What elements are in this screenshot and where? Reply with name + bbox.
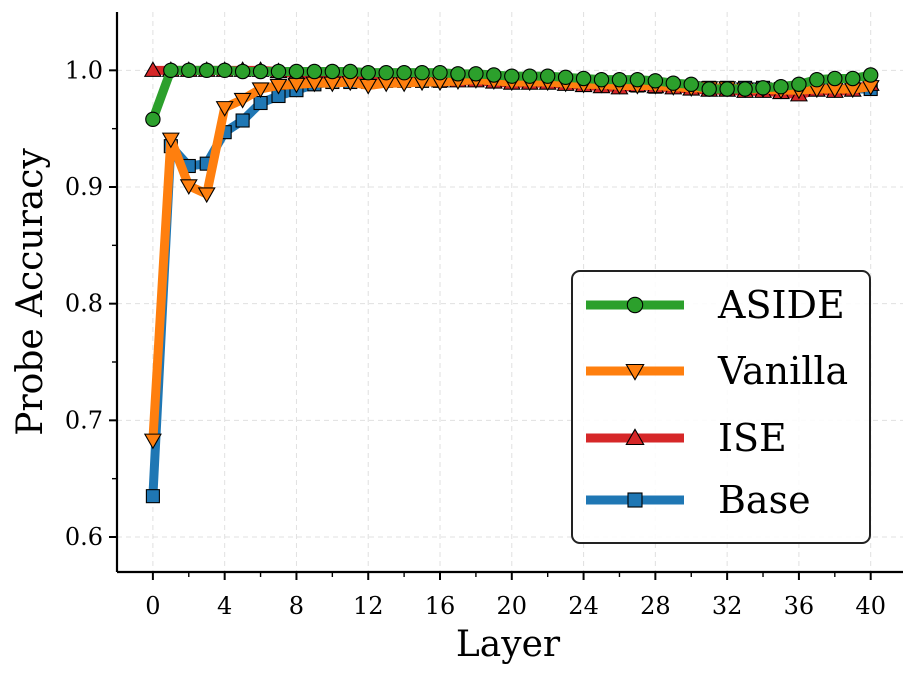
data-point-base [145,489,160,504]
data-point-aside [145,111,161,128]
legend-marker [626,296,644,314]
data-point-aside [163,62,179,79]
data-point-aside [270,63,287,80]
data-point-vanilla [161,132,180,149]
data-point-aside [575,70,592,87]
data-point-aside [181,62,197,79]
data-point-aside [396,64,412,81]
data-point-aside [486,67,502,83]
legend-marker [625,363,645,381]
data-point-vanilla [143,433,162,450]
data-point-aside [755,80,771,96]
y-tick-label: 0.7 [65,406,103,434]
data-point-aside [737,81,753,97]
data-point-aside [539,68,556,84]
data-point-base [253,95,268,111]
legend-frame [571,270,871,544]
x-tick-label: 4 [217,592,232,620]
data-point-vanilla [233,92,252,109]
data-point-aside [252,63,269,80]
data-point-vanilla [215,101,234,117]
data-point-vanilla [197,187,216,204]
x-tick-label: 28 [640,592,671,620]
legend-item-base: Base [586,478,811,522]
y-tick-label: 0.8 [65,290,103,318]
legend: ASIDE Vanilla ISE Base [571,270,871,544]
data-point-aside [683,76,699,93]
data-point-aside [432,64,448,81]
data-point-vanilla [179,179,198,196]
ticks: 0 4 8 12 16 20 24 28 32 36 40 0.6 0.7 0.8 0.9 1.0 [65,56,886,620]
x-tick-label: 12 [353,592,384,620]
data-point-aside [234,63,251,80]
x-tick-label: 8 [289,592,304,620]
data-point-vanilla [251,82,270,99]
data-point-ise [143,61,162,77]
legend-label: ASIDE [717,283,845,327]
data-point-vanilla [269,78,288,95]
data-point-aside [665,75,682,91]
data-point-aside [791,76,807,93]
data-point-base [235,113,250,128]
data-point-aside [827,70,843,87]
legend-item-aside: ASIDE [586,283,845,327]
y-tick-label: 0.6 [65,523,103,551]
data-point-aside [719,81,735,97]
data-point-aside [360,64,376,81]
data-point-aside [342,63,358,80]
data-point-aside [504,68,520,84]
legend-label: Vanilla [717,349,848,393]
data-point-aside [845,70,861,87]
legend-label: ISE [718,416,787,460]
data-point-aside [306,63,323,80]
data-point-aside [862,67,879,83]
data-point-aside [414,64,430,81]
data-point-aside [288,63,305,80]
data-point-aside [450,66,466,82]
legend-marker [627,492,643,508]
legend-item-vanilla: Vanilla [586,349,848,393]
data-point-aside [324,63,341,80]
data-point-aside [557,69,574,86]
data-point-aside [647,73,664,89]
data-point-aside [593,71,610,88]
x-axis-label: Layer [456,624,561,665]
y-tick-label: 1.0 [65,56,103,84]
data-point-aside [199,62,215,79]
x-tick-label: 40 [855,592,886,620]
x-tick-label: 32 [712,592,743,620]
y-axis-label: Probe Accuracy [10,148,51,436]
x-tick-label: 0 [145,592,160,620]
data-point-aside [468,66,484,82]
data-point-aside [701,81,717,97]
data-point-aside [216,62,233,79]
x-tick-label: 16 [425,592,456,620]
x-tick-label: 20 [497,592,528,620]
legend-marker [625,428,645,446]
x-tick-label: 24 [568,592,599,620]
data-point-aside [809,71,825,88]
data-point-aside [378,64,394,81]
legend-label: Base [718,478,811,522]
data-point-aside [611,71,628,88]
x-tick-label: 36 [784,592,815,620]
series-aside [145,62,879,128]
data-point-aside [522,68,538,84]
data-point-aside [629,71,646,88]
data-point-aside [773,78,789,95]
series-group [143,61,880,504]
y-tick-label: 0.9 [65,173,103,201]
legend-item-ise: ISE [586,416,787,460]
